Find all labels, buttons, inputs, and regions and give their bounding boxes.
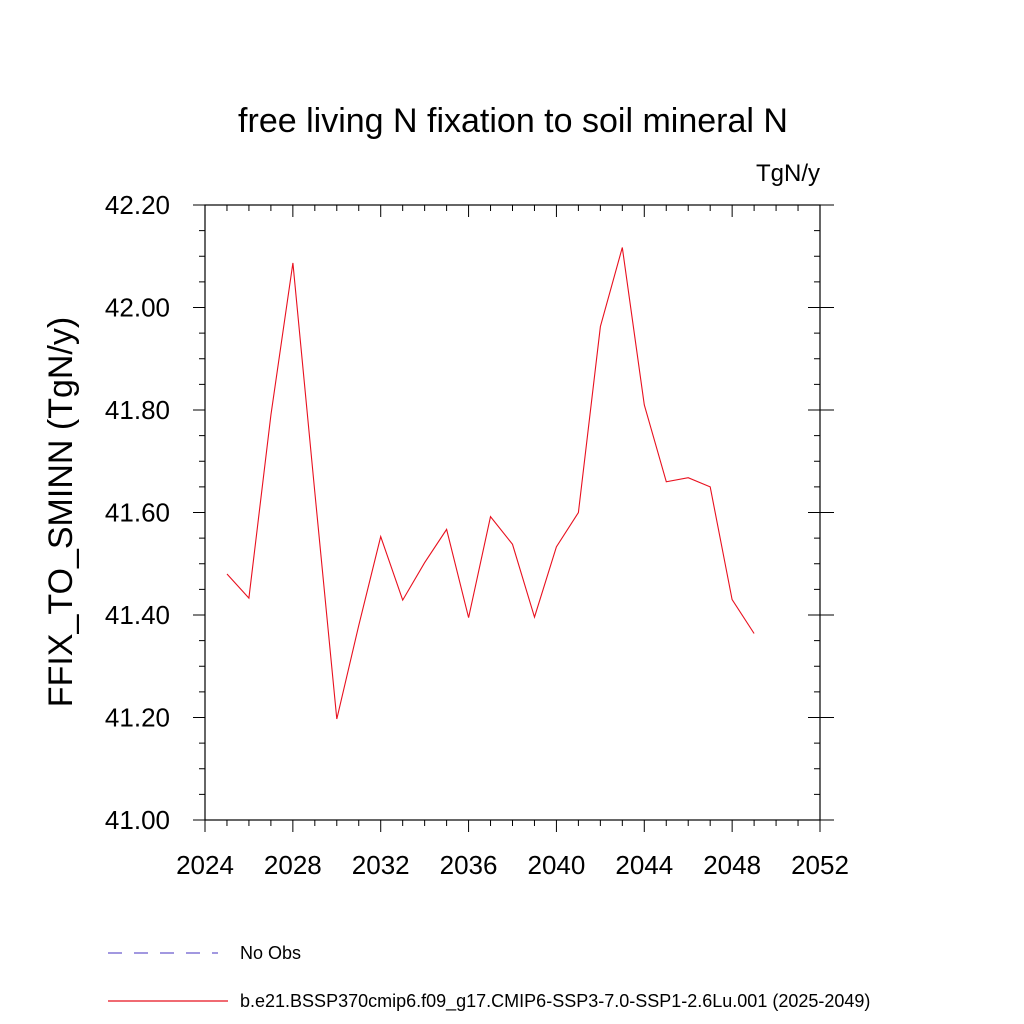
x-tick-labels: 2024 2028 2032 2036 2040 2044 2048 2052 xyxy=(176,850,849,880)
y-tick-label: 41.20 xyxy=(105,703,170,733)
y-tick-label: 41.60 xyxy=(105,498,170,528)
y-tick-label: 41.40 xyxy=(105,600,170,630)
x-tick-label: 2052 xyxy=(791,850,849,880)
legend-label-model-run: b.e21.BSSP370cmip6.f09_g17.CMIP6-SSP3-7.… xyxy=(240,991,870,1012)
y-tick-labels: 41.00 41.20 41.40 41.60 41.80 42.00 42.20 xyxy=(105,190,170,835)
chart-title: free living N fixation to soil mineral N xyxy=(238,102,788,140)
axis-ticks xyxy=(193,204,834,832)
legend-label-no-obs: No Obs xyxy=(240,943,301,963)
x-tick-label: 2028 xyxy=(264,850,322,880)
x-tick-label: 2032 xyxy=(352,850,410,880)
legend: No Obs b.e21.BSSP370cmip6.f09_g17.CMIP6-… xyxy=(108,943,870,1012)
x-tick-label: 2024 xyxy=(176,850,234,880)
y-tick-label: 42.20 xyxy=(105,190,170,220)
y-tick-label: 41.80 xyxy=(105,395,170,425)
units-label: TgN/y xyxy=(756,160,820,187)
series-line-0 xyxy=(226,247,755,720)
plot-frame xyxy=(204,204,821,821)
y-axis-label: FFIX_TO_SMINN (TgN/y) xyxy=(42,317,80,707)
series-layer xyxy=(226,247,755,720)
y-tick-label: 41.00 xyxy=(105,805,170,835)
x-tick-label: 2048 xyxy=(703,850,761,880)
y-tick-label: 42.00 xyxy=(105,293,170,323)
x-tick-label: 2036 xyxy=(440,850,498,880)
x-tick-label: 2040 xyxy=(528,850,586,880)
x-tick-label: 2044 xyxy=(615,850,673,880)
